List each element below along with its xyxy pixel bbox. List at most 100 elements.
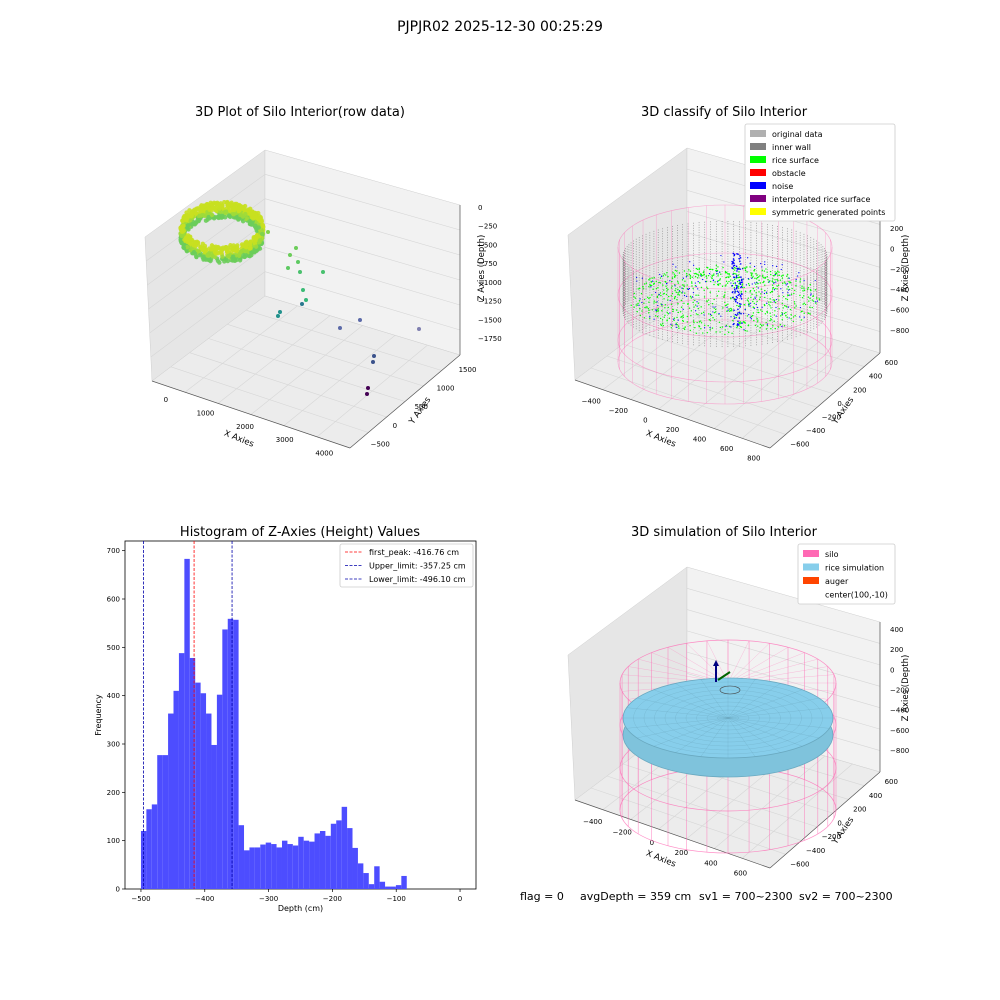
sim-rice-mesh xyxy=(653,717,729,747)
classify-rice-surface-point xyxy=(633,296,635,298)
classify-rice-surface-point xyxy=(690,297,692,299)
classify-rice-surface-point xyxy=(677,303,679,305)
raw-ytick-label: −500 xyxy=(371,440,390,448)
sim-rice-mesh xyxy=(727,697,819,719)
classify-noise-point xyxy=(732,273,734,275)
classify-ytick-label: −600 xyxy=(790,441,809,449)
hist-bar xyxy=(379,881,386,889)
classify-noise-point xyxy=(658,294,660,296)
raw-data-point xyxy=(237,258,243,263)
classify-noise-point xyxy=(718,313,720,315)
classify-rice-surface-point xyxy=(731,310,733,312)
classify-rice-surface-point xyxy=(771,290,774,293)
classify-rice-surface-point xyxy=(739,325,742,328)
hist-bar xyxy=(238,825,245,889)
hist-bar xyxy=(244,850,250,889)
classify-rice-surface-point xyxy=(812,295,815,297)
hist-bar xyxy=(276,847,282,889)
raw-data-point xyxy=(179,229,185,235)
classify-noise-point xyxy=(733,262,735,265)
classify-noise-point xyxy=(739,294,742,297)
classify-rice-surface-point xyxy=(667,288,669,291)
classify-rice-surface-point xyxy=(710,314,713,317)
hist-legend-label: Lower_limit: -496.10 cm xyxy=(369,575,466,584)
classify-noise-point xyxy=(751,277,753,279)
classify-rice-surface-point xyxy=(777,280,779,282)
hist-ylabel: Frequency xyxy=(94,694,103,736)
hist-bar xyxy=(309,841,315,889)
classify-rice-surface-point xyxy=(689,277,692,280)
classify-rice-surface-point xyxy=(698,321,701,323)
classify-noise-point xyxy=(656,301,658,303)
classify-noise-point xyxy=(737,313,739,315)
classify-rice-surface-point xyxy=(756,317,758,320)
classify-noise-point xyxy=(704,281,707,283)
hist-bar xyxy=(173,690,179,889)
classify-rice-surface-point xyxy=(782,282,784,285)
classify-rice-surface-point xyxy=(738,276,741,279)
classify-xtick-label: −400 xyxy=(582,398,601,406)
raw-ytick-label: 1500 xyxy=(459,366,477,374)
classify-rice-surface-point xyxy=(638,300,641,302)
sim-ytick-label: 400 xyxy=(869,792,882,800)
classify-rice-surface-point xyxy=(633,292,636,295)
classify-rice-surface-point xyxy=(671,292,674,295)
classify-noise-point xyxy=(780,288,782,290)
classify-rice-surface-point xyxy=(703,270,705,272)
classify-rice-surface-point xyxy=(738,322,740,324)
sim-ztick-label: 400 xyxy=(890,626,903,634)
sim-xtick-label: 400 xyxy=(704,859,717,867)
classify-rice-surface-point xyxy=(709,329,711,331)
classify-rice-surface-point xyxy=(721,285,724,288)
classify-rice-surface-point xyxy=(764,313,767,315)
classify-rice-surface-point xyxy=(689,329,692,332)
classify-rice-surface-point xyxy=(698,267,701,270)
raw-data-point xyxy=(366,386,370,390)
classify-rice-surface-point xyxy=(770,315,772,317)
raw-data-point xyxy=(247,246,253,251)
classify-noise-point xyxy=(735,286,738,289)
raw-data-point xyxy=(288,253,292,257)
sim-rice-mesh xyxy=(727,717,819,739)
classify-rice-surface-point xyxy=(637,302,639,305)
classify-noise-point xyxy=(691,296,694,298)
classify-rice-surface-point xyxy=(682,316,684,319)
raw-data-point xyxy=(259,219,265,224)
classify-noise-point xyxy=(743,329,745,331)
classify-noise-point xyxy=(751,283,753,285)
classify-rice-surface-point xyxy=(678,294,681,296)
classify-noise-point xyxy=(735,274,738,277)
classify-rice-surface-point xyxy=(724,304,727,307)
classify-rice-surface-point xyxy=(678,272,681,274)
classify-ztick-label: −600 xyxy=(890,307,909,315)
classify-rice-surface-point xyxy=(811,299,814,301)
classify-rice-surface-point xyxy=(769,312,771,314)
classify-rice-surface-point xyxy=(705,275,707,278)
classify-rice-surface-point xyxy=(728,274,730,276)
classify-noise-point xyxy=(730,326,732,328)
classify-rice-surface-point xyxy=(783,305,786,307)
classify-rice-surface-point xyxy=(656,315,659,318)
classify-noise-point xyxy=(720,315,722,317)
classify-rice-surface-point xyxy=(724,333,726,336)
classify-noise-point xyxy=(702,278,704,281)
classify-noise-point xyxy=(641,301,643,304)
hist-bar xyxy=(222,629,228,889)
classify-noise-point xyxy=(694,282,696,284)
classify-rice-surface-point xyxy=(778,271,780,273)
classify-rice-surface-point xyxy=(718,321,721,323)
classify-rice-surface-point xyxy=(732,280,734,282)
classify-rice-surface-point xyxy=(657,308,660,310)
classify-rice-surface-point xyxy=(694,273,696,275)
sim-rice-mesh xyxy=(700,679,729,719)
classify-rice-surface-point xyxy=(660,323,662,325)
classify-rice-surface-point xyxy=(712,317,714,319)
classify-rice-surface-point xyxy=(700,306,702,308)
classify-rice-surface-point xyxy=(654,315,657,317)
classify-noise-point xyxy=(739,263,742,265)
classify-rice-surface-point xyxy=(659,282,662,284)
classify-rice-surface-point xyxy=(667,299,669,301)
classify-rice-surface-point xyxy=(750,275,753,277)
raw-data-point xyxy=(260,223,265,229)
classify-noise-point xyxy=(737,320,739,323)
